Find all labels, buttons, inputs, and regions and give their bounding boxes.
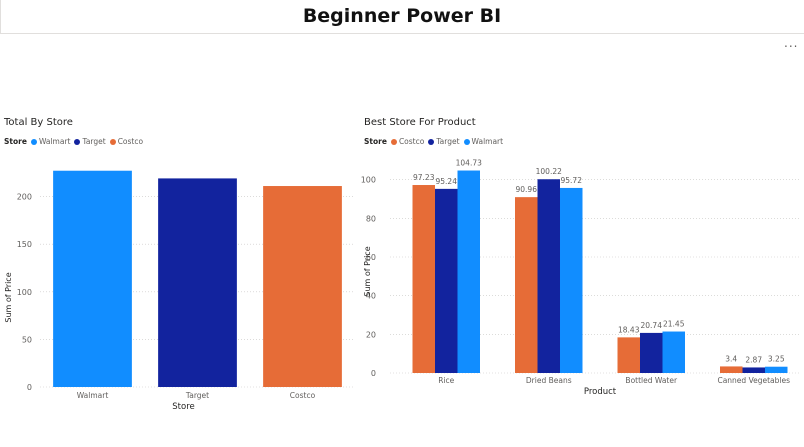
data-label: 95.72 bbox=[561, 176, 583, 185]
bar-costco bbox=[617, 337, 640, 373]
legend-label: Walmart bbox=[38, 137, 71, 146]
bar-walmart bbox=[457, 170, 480, 373]
y-axis-title: Sum of Price bbox=[4, 272, 13, 322]
legend-item-target[interactable]: Target bbox=[428, 137, 460, 146]
x-tick-label: Dried Beans bbox=[526, 376, 572, 385]
visual-title-total-by-store: Total By Store bbox=[4, 117, 73, 128]
legend-label: Walmart bbox=[471, 137, 504, 146]
bar-walmart bbox=[53, 170, 132, 387]
chart-best-store-for-product[interactable]: 0 20 40 60 80 100 97.23 95.24 104.73 Rice 90.96 100… bbox=[360, 150, 804, 440]
x-tick-label: Canned Vegetables bbox=[717, 376, 790, 385]
legend-title: Store bbox=[364, 137, 387, 146]
legend-dot-icon bbox=[390, 138, 397, 145]
legend-item-costco[interactable]: Costco bbox=[109, 137, 144, 146]
x-axis-title: Store bbox=[172, 402, 194, 412]
legend-best-store-for-product[interactable]: Store Costco Target Walmart bbox=[364, 137, 507, 146]
bar-costco bbox=[720, 366, 743, 373]
bar-target bbox=[158, 178, 237, 387]
legend-label: Target bbox=[436, 137, 460, 146]
x-axis-title: Product bbox=[584, 387, 617, 397]
y-tick-label: 60 bbox=[366, 253, 376, 262]
y-tick-label: 100 bbox=[17, 288, 32, 297]
more-options-icon[interactable]: ... bbox=[784, 36, 799, 50]
y-axis-title: Sum of Price bbox=[363, 246, 372, 296]
data-label: 20.74 bbox=[641, 321, 663, 330]
legend-title: Store bbox=[4, 137, 27, 146]
legend-item-costco[interactable]: Costco bbox=[390, 137, 425, 146]
bar-target bbox=[435, 188, 458, 373]
data-label: 95.24 bbox=[436, 177, 458, 186]
y-tick-label: 0 bbox=[27, 383, 32, 392]
data-label: 2.87 bbox=[745, 355, 762, 364]
legend-dot-icon bbox=[463, 138, 470, 145]
legend-label: Costco bbox=[398, 137, 425, 146]
y-tick-label: 40 bbox=[366, 292, 376, 301]
data-label: 100.22 bbox=[536, 167, 562, 176]
legend-label: Costco bbox=[117, 137, 144, 146]
bar-costco bbox=[412, 185, 435, 373]
bar-target bbox=[640, 332, 663, 373]
bar-target bbox=[742, 367, 765, 373]
title-bar-border bbox=[0, 0, 1, 33]
legend-dot-icon bbox=[30, 138, 37, 145]
data-label: 97.23 bbox=[413, 173, 435, 182]
x-tick-label: Target bbox=[185, 391, 209, 400]
legend-item-target[interactable]: Target bbox=[74, 137, 106, 146]
bar-walmart bbox=[662, 331, 685, 373]
bar-walmart bbox=[560, 187, 583, 373]
legend-dot-icon bbox=[428, 138, 435, 145]
legend-total-by-store[interactable]: Store Walmart Target Costco bbox=[4, 137, 147, 146]
chart-total-by-store[interactable]: 0 50 100 150 200 Walmart Target Costco Store Sum … bbox=[0, 150, 360, 440]
x-tick-label: Rice bbox=[438, 376, 454, 385]
data-label: 90.96 bbox=[516, 185, 538, 194]
legend-item-walmart[interactable]: Walmart bbox=[463, 137, 504, 146]
data-label: 18.43 bbox=[618, 325, 640, 334]
bar-costco bbox=[515, 197, 538, 373]
y-tick-label: 20 bbox=[366, 330, 376, 339]
data-label: 21.45 bbox=[663, 320, 685, 329]
legend-item-walmart[interactable]: Walmart bbox=[30, 137, 71, 146]
bar-walmart bbox=[765, 366, 788, 373]
y-tick-label: 50 bbox=[22, 335, 32, 344]
x-tick-label: Costco bbox=[290, 391, 316, 400]
bar-costco bbox=[263, 186, 342, 387]
x-tick-label: Walmart bbox=[77, 391, 109, 400]
y-tick-label: 100 bbox=[361, 176, 376, 185]
y-tick-label: 80 bbox=[366, 214, 376, 223]
y-tick-label: 0 bbox=[371, 369, 376, 378]
legend-label: Target bbox=[82, 137, 106, 146]
data-label: 3.4 bbox=[725, 354, 737, 363]
legend-dot-icon bbox=[74, 138, 81, 145]
y-tick-label: 150 bbox=[17, 240, 32, 249]
x-tick-label: Bottled Water bbox=[625, 376, 678, 385]
y-tick-label: 200 bbox=[17, 193, 32, 202]
data-label: 104.73 bbox=[456, 159, 482, 168]
report-title: Beginner Power BI bbox=[302, 5, 502, 27]
visual-title-best-store-for-product: Best Store For Product bbox=[364, 117, 476, 128]
data-label: 3.25 bbox=[768, 355, 785, 364]
report-title-bar: Beginner Power BI bbox=[0, 0, 804, 34]
legend-dot-icon bbox=[109, 138, 116, 145]
bar-target bbox=[537, 179, 560, 373]
